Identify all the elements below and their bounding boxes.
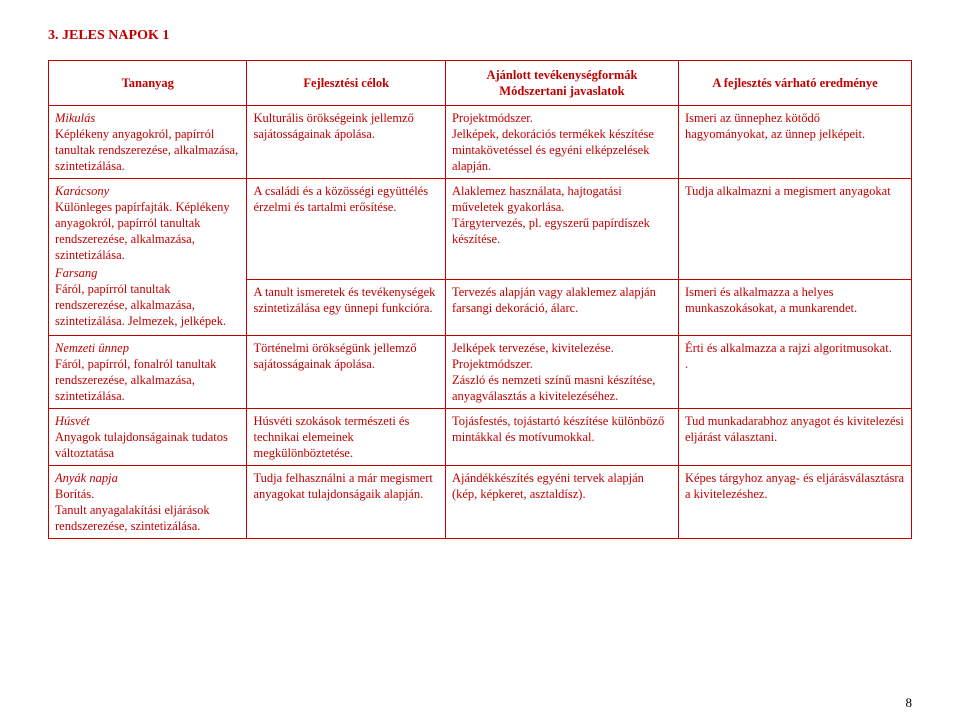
- topic-body: Fáról, papírról tanultak rendszerezése, …: [55, 282, 226, 328]
- table-header-row: Tananyag Fejlesztési célok Ajánlott tevé…: [49, 61, 912, 106]
- cell-eredmeny: Ismeri az ünnephez kötődő hagyományokat,…: [678, 106, 911, 179]
- page: 3. JELES NAPOK 1 Tananyag Fejlesztési cé…: [0, 0, 960, 725]
- section-title: 3. JELES NAPOK 1: [48, 28, 912, 44]
- cell-celok: Húsvéti szokások természeti és technikai…: [247, 409, 445, 466]
- topic-body: Képlékeny anyagokról, papírról tanultak …: [55, 127, 238, 173]
- cell-tevekenyseg: Ajándékkészítés egyéni tervek alapján (k…: [445, 466, 678, 539]
- table-row: Mikulás Képlékeny anyagokról, papírról t…: [49, 106, 912, 179]
- topic-title: Anyák napja: [55, 471, 118, 485]
- col-header-line2: Módszertani javaslatok: [450, 83, 674, 99]
- cell-tananyag-merged: Karácsony Különleges papírfajták. Képlék…: [49, 179, 247, 336]
- page-number: 8: [906, 695, 913, 711]
- topic-body: Anyagok tulajdonságainak tudatos változt…: [55, 430, 228, 460]
- cell-tananyag: Anyák napja Borítás. Tanult anyagalakítá…: [49, 466, 247, 539]
- cell-eredmeny: Érti és alkalmazza a rajzi algoritmusoka…: [678, 336, 911, 409]
- table-row: Anyák napja Borítás. Tanult anyagalakítá…: [49, 466, 912, 539]
- cell-tananyag: Mikulás Képlékeny anyagokról, papírról t…: [49, 106, 247, 179]
- table-row: Karácsony Különleges papírfajták. Képlék…: [49, 179, 912, 280]
- cell-celok: Tudja felhasználni a már megismert anyag…: [247, 466, 445, 539]
- cell-eredmeny: Képes tárgyhoz anyag- és eljárásválasztá…: [678, 466, 911, 539]
- table-row: Nemzeti ünnep Fáról, papírról, fonalról …: [49, 336, 912, 409]
- topic-body: Fáról, papírról, fonalról tanultak rends…: [55, 357, 216, 403]
- col-header-line1: Ajánlott tevékenységformák: [450, 67, 674, 83]
- table-row: Húsvét Anyagok tulajdonságainak tudatos …: [49, 409, 912, 466]
- topic-title: Farsang: [55, 266, 97, 280]
- cell-eredmeny: Ismeri és alkalmazza a helyes munkaszoká…: [678, 279, 911, 335]
- topic-title: Húsvét: [55, 414, 90, 428]
- col-header-fejlesztesi-celok: Fejlesztési célok: [247, 61, 445, 106]
- topic-title: Nemzeti ünnep: [55, 341, 129, 355]
- topic-body: Borítás. Tanult anyagalakítási eljárások…: [55, 487, 210, 533]
- topic-title: Karácsony: [55, 184, 109, 198]
- col-header-tevekenysegformak: Ajánlott tevékenységformák Módszertani j…: [445, 61, 678, 106]
- cell-tevekenyseg: Tervezés alapján vagy alaklemez alapján …: [445, 279, 678, 335]
- cell-tananyag: Húsvét Anyagok tulajdonságainak tudatos …: [49, 409, 247, 466]
- cell-celok: A tanult ismeretek és tevékenységek szin…: [247, 279, 445, 335]
- col-header-tananyag: Tananyag: [49, 61, 247, 106]
- cell-tevekenyseg: Alaklemez használata, hajtogatási művele…: [445, 179, 678, 280]
- cell-tevekenyseg: Projektmódszer. Jelképek, dekorációs ter…: [445, 106, 678, 179]
- cell-tananyag: Nemzeti ünnep Fáról, papírról, fonalról …: [49, 336, 247, 409]
- cell-tevekenyseg: Jelképek tervezése, kivitelezése. Projek…: [445, 336, 678, 409]
- cell-celok: Történelmi örökségünk jellemző sajátossá…: [247, 336, 445, 409]
- cell-celok: A családi és a közösségi együttélés érze…: [247, 179, 445, 280]
- cell-eredmeny: Tud munkadarabhoz anyagot és kivitelezés…: [678, 409, 911, 466]
- col-header-eredmeny: A fejlesztés várható eredménye: [678, 61, 911, 106]
- cell-tevekenyseg: Tojásfestés, tojástartó készítése különb…: [445, 409, 678, 466]
- curriculum-table: Tananyag Fejlesztési célok Ajánlott tevé…: [48, 60, 912, 539]
- topic-body: Különleges papírfajták. Képlékeny anyago…: [55, 200, 230, 262]
- cell-celok: Kulturális örökségeink jellemző sajátoss…: [247, 106, 445, 179]
- topic-title: Mikulás: [55, 111, 95, 125]
- cell-eredmeny: Tudja alkalmazni a megismert anyagokat: [678, 179, 911, 280]
